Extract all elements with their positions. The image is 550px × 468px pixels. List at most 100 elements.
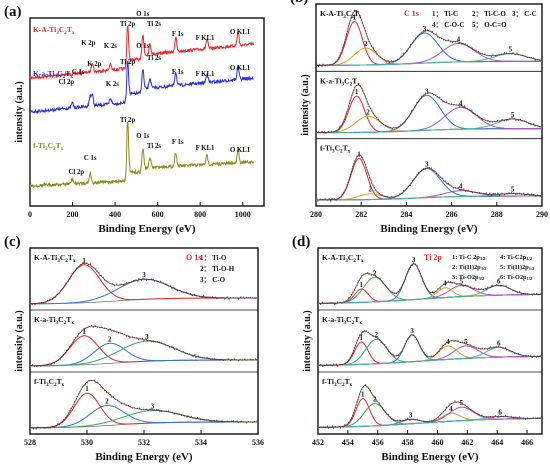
core-level-title: O 1s bbox=[186, 253, 201, 262]
raw-data-dots bbox=[29, 379, 259, 430]
series-name: K-A-Ti3C2Tx bbox=[33, 25, 75, 36]
sample-name: K-a-Ti3C2Tx bbox=[320, 76, 360, 87]
panel-a: 0 200 400 600 800 1000 Binding Energy (eV) inte… bbox=[4, 4, 265, 235]
component-number: 3 bbox=[425, 161, 429, 169]
raw-data-dots bbox=[29, 261, 259, 306]
component-number: 2 bbox=[368, 186, 372, 194]
component-number: 1 bbox=[360, 334, 364, 342]
panel-c: 528 530 532 534 536 Binding Energy (eV) intens… bbox=[4, 234, 264, 463]
legend-entry: 6: Ti-O2p1/2 bbox=[500, 274, 533, 281]
core-level-title: C 1s bbox=[404, 9, 419, 18]
y-axis-label: intensity (a.u.) bbox=[14, 310, 25, 371]
panel-b: 280 282 284 286 288 290 Binding Energy (eV) int… bbox=[290, 0, 548, 235]
sample-name: f-Ti3C2Tx bbox=[34, 377, 65, 388]
legend-entry: 1： Ti-C bbox=[432, 10, 458, 18]
component-number: 2 bbox=[105, 397, 109, 405]
peak-label: F KL1 bbox=[196, 71, 215, 78]
component-peak bbox=[316, 118, 543, 134]
legend-entry: 2： Ti-C-O bbox=[472, 10, 506, 18]
peak-label: O KL1 bbox=[230, 29, 251, 36]
x-tick-label: 456 bbox=[372, 438, 384, 447]
sample-name: K-a-Ti3C2Tx bbox=[322, 315, 362, 326]
component-peak bbox=[318, 288, 542, 304]
legend-entry: 4： C-O-C bbox=[432, 21, 464, 29]
x-tick-label: 286 bbox=[446, 210, 458, 219]
component-number: 1 bbox=[82, 257, 86, 265]
panel-label: (b) bbox=[290, 0, 308, 6]
component-number: 5 bbox=[464, 338, 468, 346]
sample-name: f-Ti3C2Tx bbox=[320, 144, 351, 155]
axes-frame bbox=[317, 247, 543, 435]
peak-label: Ti 2s bbox=[147, 55, 161, 62]
component-peak bbox=[316, 168, 542, 201]
x-axis-label: Binding Energy (eV) bbox=[95, 451, 193, 463]
component-number: 5 bbox=[460, 277, 464, 285]
x-tick-label: 600 bbox=[152, 210, 164, 219]
core-level-title: Ti 2p bbox=[424, 253, 442, 262]
peak-label: K 2s bbox=[104, 43, 117, 50]
survey-series-line bbox=[29, 25, 254, 80]
peak-label: F 1s bbox=[172, 31, 184, 38]
raw-data-dots bbox=[317, 262, 543, 306]
x-tick-label: 532 bbox=[138, 438, 150, 447]
x-tick-label: 530 bbox=[81, 438, 93, 447]
component-number: 3 bbox=[410, 327, 414, 335]
legend-entry: 4: Ti-C2p1/2 bbox=[500, 254, 533, 261]
series-name: K-a-Ti3C2Tx bbox=[33, 69, 73, 80]
peak-label: F 1s bbox=[172, 139, 184, 146]
component-number: 6 bbox=[497, 339, 501, 347]
component-number: 4 bbox=[449, 405, 453, 413]
component-number: 2 bbox=[366, 108, 370, 116]
peak-label: Ti 2p bbox=[120, 117, 135, 124]
legend-entry: 2： Ti-O-H bbox=[200, 265, 235, 273]
raw-data-dots bbox=[29, 324, 259, 368]
peak-label: F KL1 bbox=[196, 35, 215, 42]
legend-entry: 3: Ti-O2p3/2 bbox=[452, 274, 485, 281]
component-peak bbox=[30, 340, 258, 367]
component-number: 1 bbox=[361, 391, 365, 399]
x-tick-label: 462 bbox=[461, 438, 473, 447]
y-axis-label: intensity (a.u.) bbox=[300, 74, 311, 135]
raw-data-dots bbox=[315, 83, 543, 135]
sample-name: K-A-Ti3C2Tx bbox=[322, 253, 364, 264]
x-tick-label: 282 bbox=[355, 210, 367, 219]
x-tick-label: 280 bbox=[310, 210, 322, 219]
panel-label: (a) bbox=[4, 4, 22, 20]
component-number: 2 bbox=[374, 331, 378, 339]
x-axis-label: Binding Energy (eV) bbox=[98, 223, 196, 235]
component-number: 1 bbox=[360, 281, 364, 289]
component-number: 3 bbox=[151, 402, 155, 410]
peak-label: O 1s bbox=[136, 133, 149, 140]
peak-label: K 2p bbox=[87, 61, 101, 68]
component-number: 6 bbox=[498, 408, 502, 416]
peak-label: Ti 2s bbox=[147, 21, 161, 28]
x-axis-label: Binding Energy (eV) bbox=[380, 223, 478, 235]
component-number: 2 bbox=[373, 396, 377, 404]
panel-label: (c) bbox=[4, 234, 21, 250]
component-number: 3 bbox=[423, 25, 427, 33]
component-number: 2 bbox=[364, 40, 368, 48]
peak-label: C 1s bbox=[84, 155, 97, 162]
component-peak bbox=[30, 392, 258, 429]
raw-data-dots bbox=[317, 329, 543, 368]
component-number: 5 bbox=[511, 186, 515, 194]
x-tick-label: 536 bbox=[252, 438, 264, 447]
component-peak bbox=[318, 276, 542, 304]
component-peak bbox=[318, 341, 542, 366]
survey-series-line bbox=[29, 60, 254, 115]
x-tick-label: 458 bbox=[402, 438, 414, 447]
component-number: 5 bbox=[509, 46, 513, 54]
x-tick-label: 454 bbox=[342, 438, 354, 447]
peak-label: O 1s bbox=[136, 43, 149, 50]
component-number: 1 bbox=[353, 13, 357, 21]
component-number: 4 bbox=[443, 280, 447, 288]
x-tick-label: 534 bbox=[195, 438, 207, 447]
peak-label: O 1s bbox=[136, 11, 149, 18]
x-tick-label: 200 bbox=[67, 210, 79, 219]
component-number: 6 bbox=[497, 277, 501, 285]
y-axis-label: intensity (a.u.) bbox=[14, 81, 25, 142]
x-tick-label: 0 bbox=[28, 210, 32, 219]
fit-envelope bbox=[316, 10, 543, 66]
